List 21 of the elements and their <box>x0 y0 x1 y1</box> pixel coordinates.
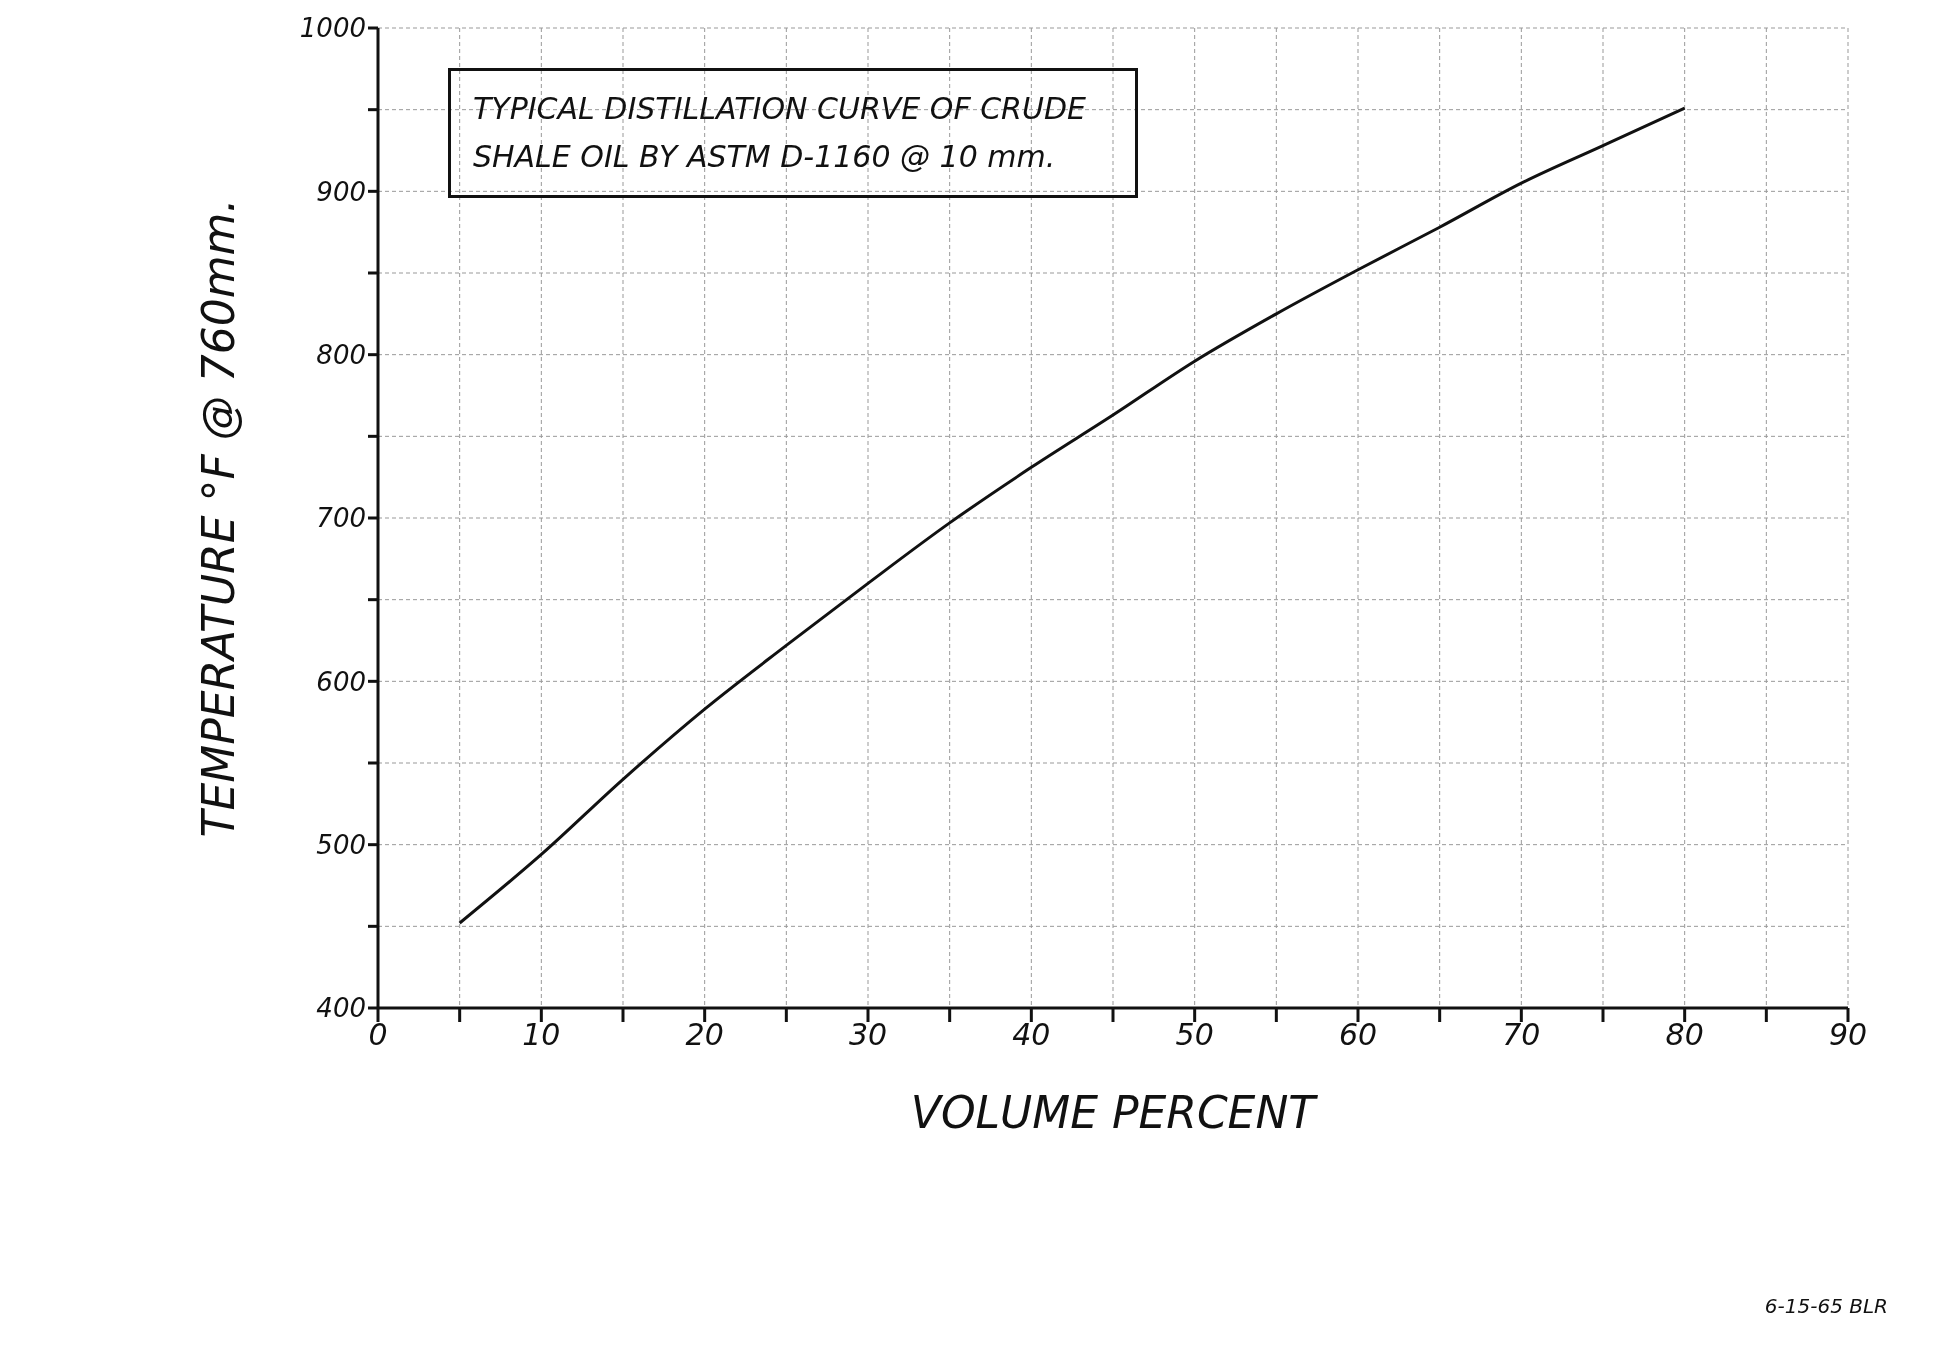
x-tick-label: 30 <box>848 1017 888 1053</box>
x-tick-label: 50 <box>1175 1017 1214 1053</box>
y-tick-label: 700 <box>316 503 366 534</box>
x-tick-label: 10 <box>522 1017 561 1053</box>
x-tick-label: 60 <box>1338 1017 1378 1053</box>
y-axis-title: TEMPERATURE °F @ 760mm. <box>192 198 244 838</box>
y-tick-label: 800 <box>316 339 366 370</box>
y-tick-label: 400 <box>316 993 366 1024</box>
y-tick-label: 900 <box>316 176 366 207</box>
text: 6-15-65 BLR <box>1764 1294 1888 1318</box>
x-tick-label: 40 <box>1012 1017 1051 1053</box>
y-tick-label: 1000 <box>299 13 366 44</box>
x-axis-title: VOLUME PERCENT <box>910 1087 1319 1138</box>
y-tick-label: 500 <box>316 829 366 860</box>
x-tick-label: 80 <box>1665 1017 1704 1053</box>
x-tick-label: 0 <box>368 1017 388 1053</box>
x-tick-label: 90 <box>1828 1017 1868 1053</box>
x-tick-label: 70 <box>1502 1017 1541 1053</box>
y-tick-label: 600 <box>316 666 366 697</box>
x-tick-label: 20 <box>685 1017 724 1053</box>
text: TYPICAL DISTILLATION CURVE OF CRUDE SHALE OIL BY ASTM D-1160 @ 10 mm. <box>448 68 1138 198</box>
